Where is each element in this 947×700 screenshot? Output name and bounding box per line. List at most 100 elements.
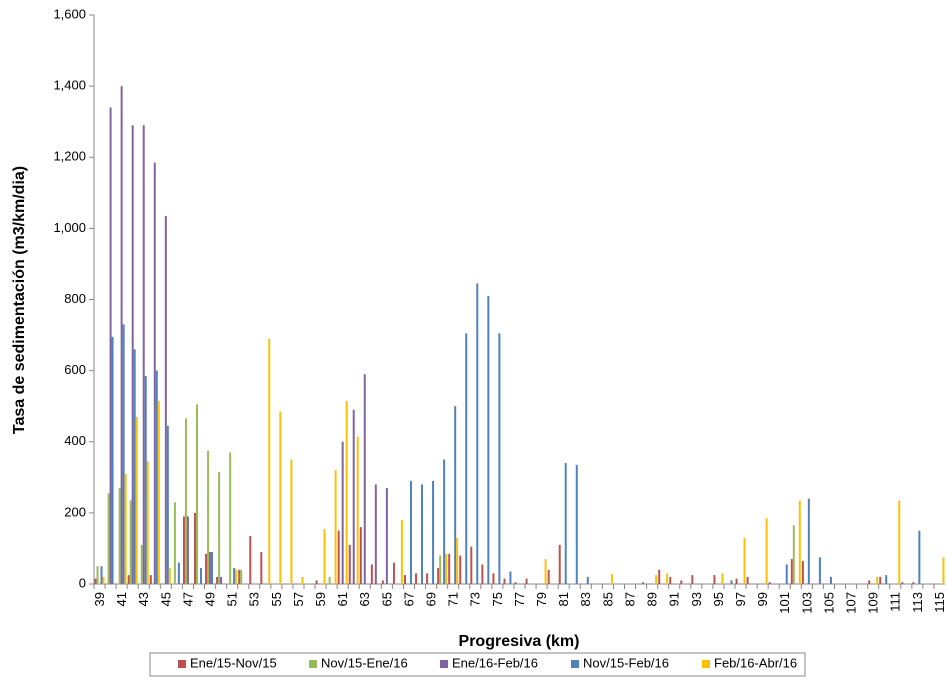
bar [120,86,123,584]
bar [456,537,459,584]
bar [229,452,232,584]
x-tick-label: 81 [556,592,571,606]
legend-box [149,652,806,677]
bar [168,567,171,584]
bar [140,544,143,584]
legend-label: Ene/15-Nov/15 [190,655,277,670]
bar [912,582,915,584]
bar [942,557,945,584]
x-tick-label: 63 [357,592,372,606]
bar [328,576,331,584]
x-tick-label: 93 [689,592,704,606]
bar [801,560,804,584]
bar [503,578,506,584]
bar [765,518,768,584]
y-tick-label: 1,400 [53,78,86,93]
bar [118,487,121,584]
legend-label: Feb/16-Abr/16 [714,655,797,670]
bar [109,107,112,585]
bar [918,530,921,584]
x-tick-label: 57 [291,592,306,606]
x-tick-label: 77 [512,592,527,606]
bar [680,580,683,584]
bar [220,576,223,584]
x-tick-label: 79 [534,592,549,606]
bar [341,441,344,584]
bar [240,569,243,584]
bar [199,567,202,584]
bar [655,575,658,584]
bar [768,582,771,584]
x-tick-label: 85 [600,592,615,606]
bar [122,324,125,584]
bar [443,459,446,584]
x-tick-label: 95 [711,592,726,606]
bar [658,569,661,584]
bar [544,559,547,584]
bar [575,464,578,584]
bar [186,516,189,584]
bar [184,418,187,584]
bar [155,370,158,584]
y-tick-label: 800 [64,291,86,306]
bar [792,525,795,584]
legend-swatch [309,660,317,668]
x-tick-label: 39 [92,592,107,606]
bar [94,578,97,584]
bar [348,544,351,584]
bar [146,461,149,584]
x-tick-label: 61 [335,592,350,606]
bar [111,336,114,584]
bar [487,295,490,584]
bar [133,349,136,584]
bar [459,555,462,584]
x-tick-label: 87 [622,592,637,606]
bar [691,575,694,584]
x-tick-label: 41 [114,592,129,606]
bar [439,555,442,584]
bar [492,573,495,584]
x-tick-label: 53 [247,592,262,606]
bar [363,374,366,584]
bar [337,530,340,584]
bar [829,576,832,584]
bar [426,573,429,584]
bar [721,573,724,584]
bar [194,512,197,584]
bar [177,562,180,584]
x-tick-label: 59 [313,592,328,606]
legend-swatch [178,660,186,668]
bar [735,578,738,584]
bar [746,576,749,584]
x-tick-label: 97 [733,592,748,606]
bar [182,516,185,584]
bar [509,571,512,584]
bar [525,578,528,584]
y-axis-title: Tasa de sedimentación (m3/km/dia) [11,166,28,434]
bar [205,553,208,584]
x-tick-label: 73 [468,592,483,606]
bar [437,567,440,584]
bar [374,484,377,584]
y-tick-label: 0 [79,575,86,590]
bar [610,574,613,584]
bar [102,576,105,584]
bar [315,580,318,584]
y-tick-label: 1,600 [53,6,86,21]
bar [268,338,271,584]
bar [415,573,418,584]
bar [153,162,156,584]
bar [211,551,214,584]
y-tick-label: 200 [64,504,86,519]
bar [564,463,567,584]
bar [421,484,424,584]
x-tick-label: 89 [645,592,660,606]
bar [301,576,304,584]
x-tick-label: 75 [490,592,505,606]
x-tick-label: 49 [202,592,217,606]
x-tick-label: 103 [799,592,814,614]
bar [547,569,550,584]
bar [868,580,871,584]
bar [558,544,561,584]
